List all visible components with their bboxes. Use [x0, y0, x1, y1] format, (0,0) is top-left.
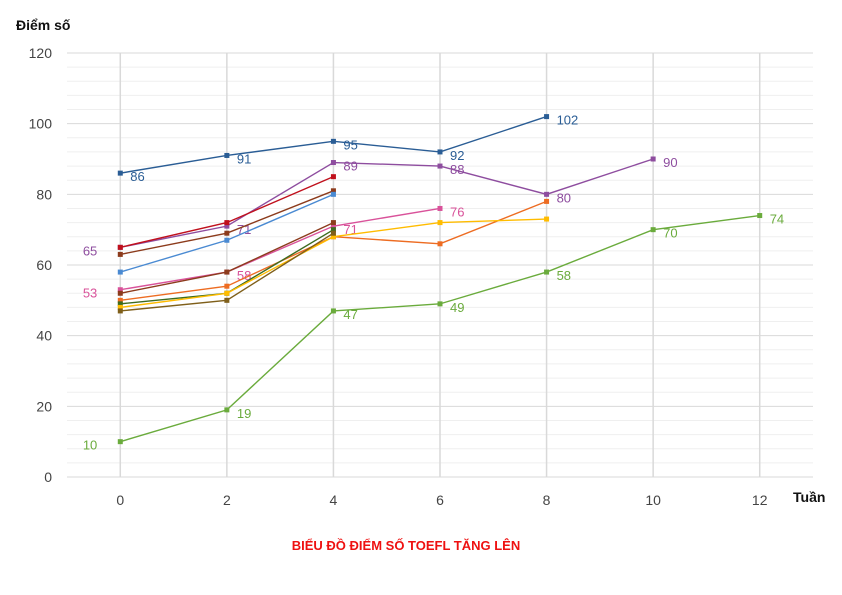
x-tick-label: 6 — [436, 492, 444, 508]
data-label-s2: 65 — [83, 243, 97, 258]
data-label-s1: 91 — [237, 151, 251, 166]
data-point-s2 — [437, 163, 443, 169]
y-tick-label: 80 — [36, 186, 52, 202]
data-point-s9 — [330, 227, 336, 233]
data-point-s10 — [544, 216, 550, 222]
data-point-s7 — [117, 290, 123, 296]
data-point-s2 — [650, 156, 656, 162]
data-point-s3 — [330, 174, 336, 180]
data-point-s2 — [544, 191, 550, 197]
data-label-s2: 71 — [237, 222, 251, 237]
data-label-s12: 19 — [237, 406, 251, 421]
data-label-s2: 88 — [450, 162, 464, 177]
data-point-s6 — [117, 287, 123, 293]
y-tick-label: 100 — [29, 116, 53, 132]
data-label-s12: 47 — [343, 307, 357, 322]
data-point-s12 — [544, 269, 550, 275]
data-label-s1: 86 — [130, 169, 144, 184]
data-label-s12: 74 — [770, 212, 784, 227]
y-tick-label: 0 — [44, 469, 52, 485]
data-label-s2: 90 — [663, 155, 677, 170]
data-point-s4 — [117, 251, 123, 257]
data-point-s10 — [437, 220, 443, 226]
data-label-s1: 102 — [557, 113, 579, 128]
data-label-s1: 95 — [343, 137, 357, 152]
data-point-s1 — [330, 138, 336, 144]
data-point-s1 — [544, 114, 550, 120]
data-point-s8 — [544, 198, 550, 204]
data-point-s12 — [330, 308, 336, 314]
data-point-s10 — [224, 290, 230, 296]
data-label-s6: 53 — [83, 286, 97, 301]
data-point-s12 — [224, 407, 230, 413]
data-point-s12 — [437, 301, 443, 307]
y-tick-label: 120 — [29, 45, 53, 61]
data-point-s5 — [224, 237, 230, 243]
x-tick-label: 10 — [645, 492, 661, 508]
x-tick-label: 2 — [223, 492, 231, 508]
data-point-s7 — [224, 269, 230, 275]
data-point-s8 — [437, 241, 443, 247]
data-label-s12: 49 — [450, 300, 464, 315]
data-label-s2: 89 — [343, 159, 357, 174]
x-tick-label: 12 — [752, 492, 768, 508]
data-point-s8 — [117, 297, 123, 303]
data-point-s4 — [224, 230, 230, 236]
data-point-s10 — [117, 304, 123, 310]
data-point-s10 — [330, 234, 336, 240]
data-label-s6: 76 — [450, 204, 464, 219]
data-point-s6 — [437, 205, 443, 211]
data-point-s1 — [437, 149, 443, 155]
y-tick-label: 20 — [36, 398, 52, 414]
data-point-s12 — [117, 439, 123, 445]
data-point-s5 — [117, 269, 123, 275]
y-tick-label: 40 — [36, 328, 52, 344]
data-point-s11 — [117, 308, 123, 314]
data-point-s11 — [224, 297, 230, 303]
y-tick-label: 60 — [36, 257, 52, 273]
x-tick-label: 4 — [330, 492, 338, 508]
data-point-s11 — [330, 230, 336, 236]
data-point-s6 — [330, 223, 336, 229]
data-label-s1: 92 — [450, 148, 464, 163]
x-tick-label: 8 — [543, 492, 551, 508]
data-label-s12: 10 — [83, 438, 97, 453]
data-point-s4 — [330, 188, 336, 194]
data-point-s2 — [224, 223, 230, 229]
data-point-s8 — [224, 283, 230, 289]
data-point-s3 — [224, 220, 230, 226]
series-line-s2 — [120, 158, 654, 249]
series-line-s6 — [120, 207, 441, 291]
data-point-s1 — [117, 170, 123, 176]
data-point-s1 — [224, 152, 230, 158]
data-point-s3 — [117, 244, 123, 250]
chart-title: BIỂU ĐỒ ĐIỂM SỐ TOEFL TĂNG LÊN — [291, 538, 521, 553]
data-point-s5 — [330, 191, 336, 197]
x-axis-label: Tuần — [793, 489, 826, 505]
data-point-s2 — [330, 160, 336, 166]
data-point-s12 — [757, 213, 763, 219]
data-label-s12: 70 — [663, 226, 677, 241]
data-point-s7 — [330, 220, 336, 226]
x-tick-label: 0 — [116, 492, 124, 508]
data-point-s12 — [650, 227, 656, 233]
data-label-s2: 80 — [557, 190, 571, 205]
data-point-s9 — [117, 301, 123, 307]
data-label-s12: 58 — [557, 268, 571, 283]
y-axis-label: Điểm số — [16, 17, 71, 33]
